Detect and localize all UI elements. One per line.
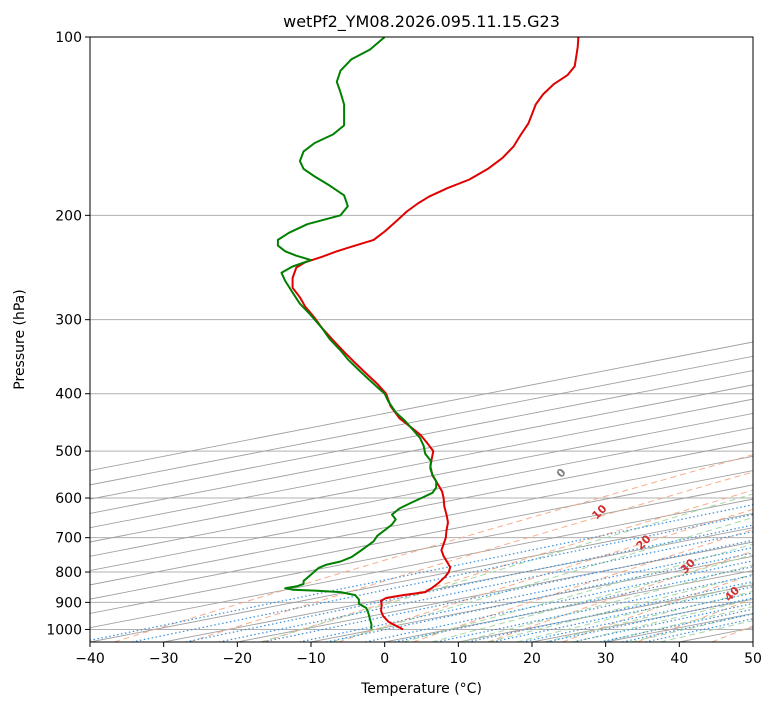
background-lines bbox=[90, 37, 753, 642]
moist-adiabat bbox=[331, 516, 753, 642]
moist-adiabat bbox=[659, 620, 753, 642]
mixing-ratio-line bbox=[365, 560, 753, 642]
dry-adiabat bbox=[338, 508, 753, 642]
x-tick-label: −30 bbox=[149, 651, 179, 667]
mixing-ratio-line bbox=[546, 597, 753, 642]
isotherm-line bbox=[90, 498, 753, 629]
isotherm-line bbox=[679, 627, 753, 642]
x-tick-label: −20 bbox=[223, 651, 253, 667]
y-tick-label: 600 bbox=[55, 491, 82, 507]
mixing-ratio-line bbox=[185, 524, 753, 642]
y-tick-label: 700 bbox=[55, 531, 82, 547]
moist-adiabat bbox=[487, 573, 753, 642]
moist-adiabat bbox=[544, 590, 753, 642]
moist-adiabat bbox=[573, 598, 753, 642]
moist-adiabat bbox=[516, 582, 753, 642]
y-tick-label: 800 bbox=[55, 565, 82, 581]
x-tick-label: 10 bbox=[449, 651, 467, 667]
x-axis: −40 −30 −20 −10 0 10 20 30 40 50 bbox=[75, 642, 762, 667]
x-tick-label: −40 bbox=[75, 651, 105, 667]
dry-adiabat bbox=[412, 529, 753, 642]
y-tick-label: 100 bbox=[55, 30, 82, 46]
dry-adiabat bbox=[113, 454, 753, 642]
y-tick-label: 500 bbox=[55, 444, 82, 460]
isotherm-line bbox=[531, 598, 753, 642]
isotherm-line bbox=[90, 484, 753, 614]
moist-adiabat bbox=[602, 606, 753, 642]
x-tick-label: 40 bbox=[670, 651, 688, 667]
x-axis-label: Temperature (°C) bbox=[360, 681, 482, 697]
dry-adiabat bbox=[188, 471, 753, 642]
dry-adiabat bbox=[562, 573, 753, 642]
moist-adiabat bbox=[431, 554, 753, 642]
temperature-profile bbox=[291, 37, 580, 631]
mixing-ratio-line bbox=[262, 539, 753, 642]
y-tick-label: 200 bbox=[55, 208, 82, 224]
x-tick-label: 50 bbox=[744, 651, 762, 667]
chart-title: wetPf2_YM08.2026.095.11.15.G23 bbox=[283, 12, 560, 32]
mixing-ratio-line bbox=[572, 602, 753, 642]
isotherm-line bbox=[90, 412, 753, 543]
dry-adiabat bbox=[711, 625, 753, 642]
moist-adiabat bbox=[402, 543, 753, 642]
x-tick-label: 30 bbox=[597, 651, 615, 667]
isotherm-line bbox=[90, 455, 753, 586]
x-tick-label: 20 bbox=[523, 651, 541, 667]
mixing-ratio-line bbox=[90, 504, 753, 641]
x-tick-label: −10 bbox=[296, 651, 326, 667]
isotherm-line bbox=[90, 470, 753, 600]
y-tick-label: 1000 bbox=[46, 622, 82, 638]
moist-adiabat-label: 10 bbox=[589, 502, 609, 522]
mixing-ratio-line bbox=[521, 592, 753, 642]
y-tick-label: 300 bbox=[55, 313, 82, 329]
isotherm-line bbox=[163, 527, 753, 642]
y-axis: 100 200 300 400 500 600 700 800 900 1000 bbox=[46, 30, 90, 638]
mixing-ratio-line bbox=[131, 513, 753, 642]
isotherm-line bbox=[752, 641, 753, 642]
mixing-ratio-line bbox=[394, 566, 753, 642]
y-tick-label: 900 bbox=[55, 595, 82, 611]
isotherm-line bbox=[90, 427, 753, 557]
y-tick-label: 400 bbox=[55, 387, 82, 403]
x-tick-label: 0 bbox=[380, 651, 389, 667]
isotherm-line bbox=[90, 441, 753, 572]
isotherm-line bbox=[384, 570, 753, 642]
dewpoint-profile bbox=[276, 37, 438, 630]
isotherm-line bbox=[237, 541, 753, 642]
profile-series bbox=[276, 37, 580, 631]
plot-frame bbox=[89, 36, 754, 643]
mixing-ratio-line bbox=[492, 586, 753, 642]
y-axis-label: Pressure (hPa) bbox=[12, 289, 28, 389]
mixing-ratio-line bbox=[599, 608, 753, 642]
isotherm-line bbox=[90, 512, 753, 642]
